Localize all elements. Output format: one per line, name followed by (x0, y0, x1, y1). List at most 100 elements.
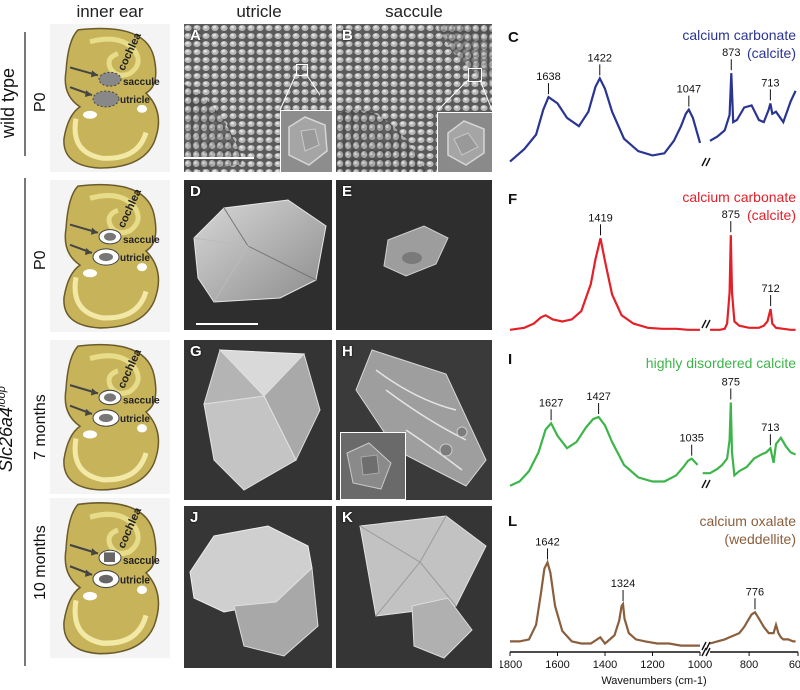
spectrum-title-line: (weddellite) (724, 531, 796, 547)
axis-break (705, 319, 711, 329)
peak-label: 1627 (539, 397, 563, 409)
axis-break (701, 479, 707, 489)
panel-letter-f: F (508, 191, 517, 208)
wild-type-label: wild type (0, 67, 18, 138)
peak-label: 1427 (586, 391, 610, 403)
spectrum-line-left (510, 559, 700, 647)
zoom-lines-b (437, 79, 492, 111)
spectrum-title-line: calcium oxalate (700, 513, 797, 529)
age-label-row2: P0 (32, 250, 49, 270)
sem-panel-g: G (184, 340, 332, 500)
x-axis-label: Wavenumbers (cm-1) (601, 675, 706, 687)
peak-label: 713 (761, 422, 779, 434)
mutant-allele: loop (0, 386, 8, 407)
x-tick-label: 600 (789, 659, 800, 671)
bipyramidal-crystal-image (359, 515, 487, 659)
inset-a (280, 110, 333, 173)
spectrum-title-line: (calcite) (747, 207, 796, 223)
peak-label: 1642 (535, 536, 559, 548)
spectrum-line-left (509, 415, 699, 487)
axis-break (701, 647, 707, 657)
peak-label: 1324 (611, 578, 635, 590)
x-tick-label: 1800 (500, 659, 522, 671)
axis-break (701, 157, 707, 167)
panel-letter-b: B (342, 27, 353, 44)
ear-outline-icon: cochlea saccule utricle (63, 183, 160, 329)
mutant-gene-name: Slc26a4 (0, 406, 16, 472)
ear-outline-icon: cochlea saccule utricle (63, 27, 160, 169)
axis-break (701, 319, 707, 329)
panel-letter-e: E (342, 183, 353, 200)
zoom-lines-a (279, 73, 320, 111)
ear-outline-icon: cochlea saccule utricle (63, 502, 160, 655)
large-otoconium-image (193, 199, 327, 325)
peak-label: 712 (761, 283, 779, 295)
spectrum-line-left (509, 238, 700, 331)
axis-break (705, 641, 711, 651)
ear-outline-icon: cochlea saccule utricle (63, 343, 160, 491)
panel-letter-l: L (508, 513, 517, 530)
mutant-bracket (24, 178, 26, 666)
x-tick-label: 1400 (593, 659, 617, 671)
panel-letter-d: D (190, 183, 201, 200)
panel-letter-g: G (190, 343, 202, 360)
small-otoconium-image (383, 225, 449, 277)
age-label-row1: P0 (32, 92, 49, 112)
x-tick-label: 1600 (545, 659, 569, 671)
ear-label-utricle: utricle (120, 95, 150, 106)
axis-break (705, 479, 711, 489)
ear-label-utricle: utricle (120, 575, 150, 586)
panel-letter-a: A (190, 27, 201, 44)
sem-panel-d: D (184, 180, 332, 330)
sem-panel-e: E (336, 180, 492, 330)
peak-label: 776 (746, 586, 764, 598)
peak-label: 1422 (588, 52, 612, 64)
panel-letter-j: J (190, 509, 199, 526)
mutant-label: Slc26a4loop (0, 386, 17, 472)
column-header-saccule: saccule (385, 2, 443, 21)
spectrum-line-left (509, 75, 702, 163)
oxalate-crystal-image (189, 525, 319, 657)
zoom-box-b (468, 68, 482, 82)
ear-label-utricle: utricle (120, 253, 150, 264)
peak-label: 873 (722, 47, 740, 59)
x-tick-label: 1200 (640, 659, 664, 671)
x-tick-label: 1000 (688, 659, 712, 671)
ear-label-saccule: saccule (123, 77, 160, 88)
age-label-row4: 10 months (32, 525, 49, 600)
axis-break (705, 647, 711, 657)
crystal-detail-icon (346, 442, 392, 490)
zoom-box-a (296, 64, 308, 76)
x-tick-label: 800 (740, 659, 758, 671)
spectrum-title-line: highly disordered calcite (646, 355, 796, 371)
axis-break (705, 157, 711, 167)
inner-ear-diagram-row1: cochlea saccule utricle (50, 24, 170, 172)
peak-label: 1638 (536, 71, 560, 83)
spectrum-title-line: (calcite) (747, 45, 796, 61)
inner-ear-diagram-row2: cochlea saccule utricle (50, 180, 170, 332)
ear-label-saccule: saccule (123, 556, 160, 567)
column-header-utricle: utricle (236, 2, 282, 21)
axis-break (701, 641, 707, 651)
hexagonal-crystal-icon (288, 116, 328, 166)
spectrum-line-right (702, 402, 797, 478)
age-label-row3: 7 months (32, 394, 49, 460)
inner-ear-diagram-row4: cochlea saccule utricle (50, 498, 170, 658)
panel-letter-h: H (342, 343, 353, 360)
peak-label: 875 (722, 376, 740, 388)
spectrum-line-right (709, 73, 797, 142)
spectrum-title-line: calcium carbonate (682, 27, 796, 43)
sem-panel-k: K (336, 506, 492, 668)
ear-label-saccule: saccule (123, 235, 160, 246)
spectrum-line-right (710, 235, 796, 331)
peak-label: 713 (761, 77, 779, 89)
peak-label: 1035 (679, 433, 703, 445)
inner-ear-diagram-row3: cochlea saccule utricle (50, 340, 170, 494)
inset-b (437, 112, 493, 173)
hexagonal-crystal-icon (447, 120, 485, 166)
